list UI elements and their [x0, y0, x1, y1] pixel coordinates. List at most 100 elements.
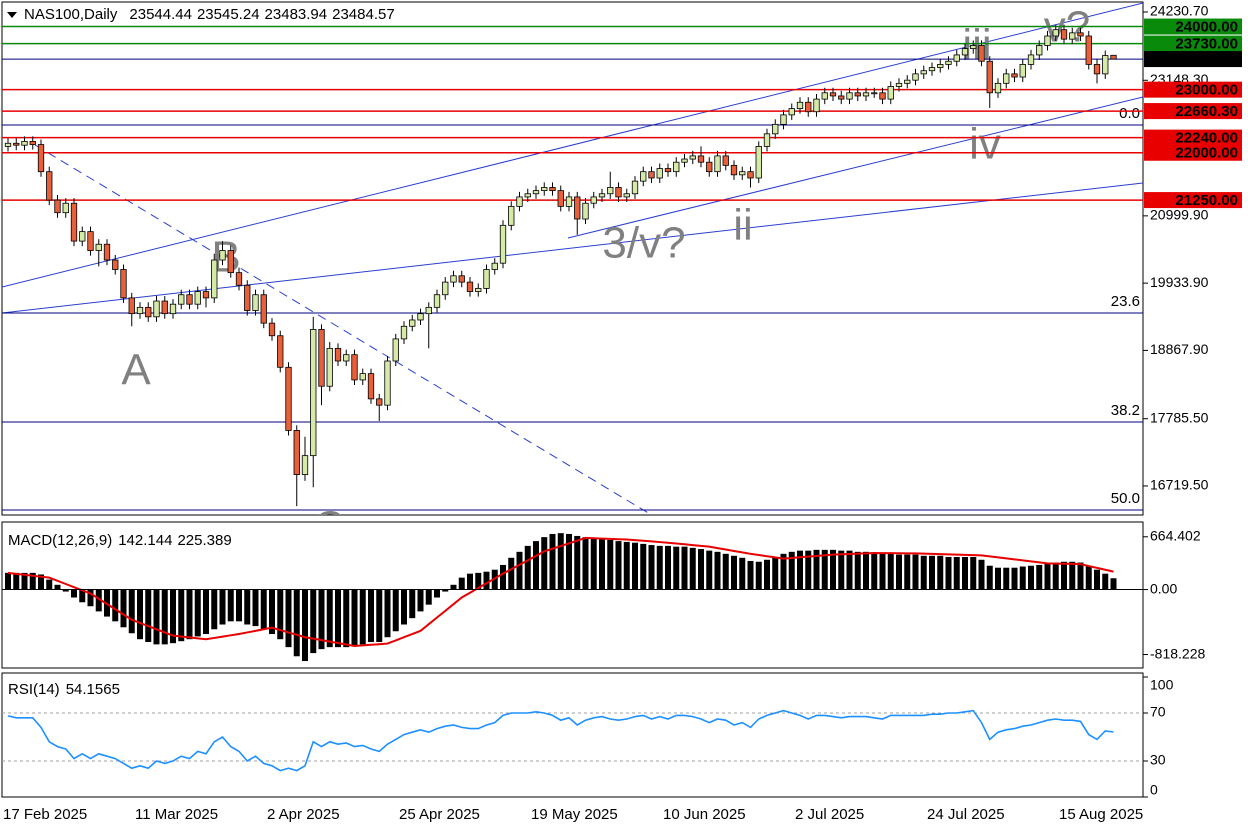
y-tick-label: 0	[1150, 782, 1158, 798]
candle-body	[178, 294, 185, 305]
candle-body	[821, 92, 828, 100]
macd-bar	[434, 589, 440, 598]
macd-bar	[359, 589, 366, 645]
level-box	[1144, 18, 1242, 35]
candle-body	[318, 329, 325, 387]
macd-bar	[87, 589, 94, 607]
macd-bar	[945, 556, 952, 590]
macd-bar	[269, 589, 275, 635]
macd-bar	[277, 589, 284, 640]
macd-bar	[425, 589, 432, 605]
candle-body	[706, 161, 713, 173]
rsi-header: RSI(14) 54.1565	[8, 681, 120, 698]
wave-label: iv	[969, 120, 1001, 169]
candle-body	[13, 142, 20, 146]
candle-body	[475, 288, 482, 292]
price-box	[1144, 51, 1242, 68]
fib-label: 23.6	[1111, 293, 1140, 310]
macd-bar	[772, 556, 779, 590]
y-tick-label: 100	[1150, 677, 1174, 693]
candle-body	[285, 366, 292, 431]
candle-body	[112, 259, 119, 270]
macd-bar	[458, 577, 465, 590]
macd-bar	[764, 559, 770, 590]
macd-bar	[747, 560, 754, 590]
macd-bar	[607, 539, 614, 590]
macd-bar	[194, 589, 201, 637]
candle-body	[1085, 35, 1092, 65]
macd-bar	[310, 589, 317, 654]
macd-bar	[896, 554, 902, 590]
macd-bar	[38, 574, 44, 590]
macd-bar	[1052, 562, 1059, 590]
candle-body	[780, 114, 787, 125]
macd-bar	[13, 572, 20, 590]
level-label: 24000.00	[1175, 19, 1238, 36]
candle-body	[186, 294, 193, 305]
candle-body	[541, 187, 548, 192]
macd-bar	[1102, 573, 1109, 590]
candle-body	[656, 168, 663, 179]
candle-body	[722, 155, 729, 166]
macd-bar	[912, 554, 919, 590]
candle-body	[1110, 54, 1117, 60]
candle-body	[367, 373, 375, 400]
low-value: 23483.94	[265, 6, 328, 23]
macd-bar	[962, 556, 968, 590]
candle-body	[425, 306, 432, 315]
candle-body	[1019, 64, 1026, 78]
candle-body	[805, 101, 812, 113]
macd-bar	[252, 589, 259, 627]
macd-bar	[178, 589, 185, 642]
macd-bar	[285, 589, 292, 648]
candle-body	[640, 171, 647, 182]
macd-bar	[574, 535, 581, 590]
x-tick-label: 10 Jun 2025	[663, 806, 746, 823]
level-box	[1144, 35, 1242, 52]
candle-body	[730, 164, 738, 176]
macd-bar	[871, 553, 878, 590]
macd-bar	[640, 543, 647, 590]
macd-bar	[1044, 563, 1051, 590]
candle-body	[145, 306, 152, 318]
macd-bar	[417, 589, 424, 612]
candle-body	[565, 196, 573, 207]
macd-bar	[533, 541, 539, 590]
level-box	[1144, 103, 1242, 120]
candle-body	[499, 224, 507, 264]
macd-bar	[1028, 565, 1034, 590]
macd-bar	[186, 589, 193, 640]
candle-body	[598, 193, 606, 198]
y-tick-label: 0.00	[1150, 580, 1177, 596]
level-label: 23000.00	[1175, 82, 1238, 99]
y-tick-label: 17785.50	[1150, 409, 1209, 425]
candle-body	[87, 231, 94, 251]
candle-body	[961, 48, 969, 56]
y-tick-label: 20999.90	[1150, 207, 1209, 223]
macd-bar	[788, 551, 795, 590]
macd-bar	[128, 589, 135, 634]
candle-body	[829, 92, 837, 97]
candle-body	[912, 73, 919, 81]
candle-body	[4, 142, 12, 147]
macd-bar	[797, 550, 803, 590]
macd-bar	[227, 589, 234, 622]
candle-body	[681, 158, 688, 163]
macd-bar	[929, 555, 935, 590]
macd-bar	[549, 533, 556, 590]
macd-bar	[780, 553, 787, 590]
macd-bar	[1061, 561, 1067, 590]
candle-body	[483, 269, 490, 289]
wave-label: C	[313, 503, 345, 552]
level-label: 22240.00	[1175, 130, 1238, 147]
candle-body	[62, 202, 69, 214]
macd-bar	[376, 589, 383, 642]
candle-body	[516, 196, 523, 207]
candle-body	[153, 300, 160, 318]
trend-line	[2, 182, 1143, 314]
candle-body	[1102, 55, 1109, 75]
candle-body	[409, 319, 416, 327]
candle-body	[433, 294, 441, 308]
rsi-value: 54.1565	[66, 681, 120, 698]
macd-bar	[211, 589, 218, 630]
